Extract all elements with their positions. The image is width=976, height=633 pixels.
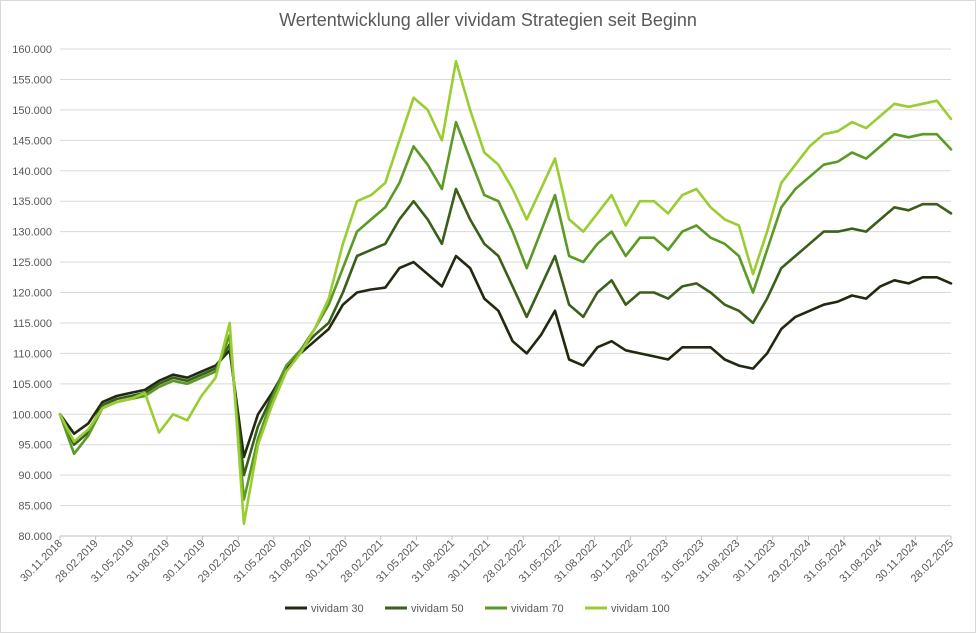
y-tick-label: 95.000 (18, 440, 52, 452)
y-tick-label: 155.000 (12, 74, 52, 86)
series-line-vividam-70 (58, 120, 953, 501)
y-tick-label: 110.000 (13, 348, 52, 360)
y-tick-label: 105.000 (12, 379, 52, 391)
series-lines (58, 59, 953, 526)
legend-label: vividam 30 (311, 603, 364, 615)
y-tick-label: 140.000 (12, 166, 52, 178)
series-line-vividam-50 (58, 187, 953, 477)
y-tick-label: 135.000 (12, 196, 52, 208)
legend-label: vividam 70 (511, 603, 564, 615)
series-line-vividam-30 (58, 254, 953, 459)
legend-label: vividam 50 (411, 603, 464, 615)
y-tick-label: 150.000 (12, 105, 52, 117)
y-axis-ticks: 80.000 85.000 90.000 95.000 100.000 105.000 11… (12, 44, 52, 543)
y-tick-label: 115.000 (13, 318, 52, 330)
y-tick-label: 80.000 (18, 531, 52, 543)
y-tick-label: 145.000 (12, 135, 52, 147)
legend-label: vividam 100 (611, 603, 670, 615)
y-tick-label: 90.000 (18, 470, 52, 482)
y-tick-label: 85.000 (18, 501, 52, 513)
series-line-vividam-100 (58, 59, 953, 526)
y-tick-label: 160.000 (12, 44, 52, 56)
chart-title: Wertentwicklung aller vividam Strategien… (279, 10, 697, 30)
y-tick-label: 125.000 (12, 257, 52, 269)
legend: vividam 30 vividam 50 vividam 70 vividam 10… (285, 603, 670, 615)
gridlines (60, 48, 951, 537)
y-tick-label: 100.000 (12, 409, 52, 421)
x-axis: 30.11.201828.02.201931.05.201931.08.2019… (18, 535, 956, 585)
y-tick-label: 120.000 (12, 288, 52, 300)
y-tick-label: 130.000 (12, 227, 52, 239)
